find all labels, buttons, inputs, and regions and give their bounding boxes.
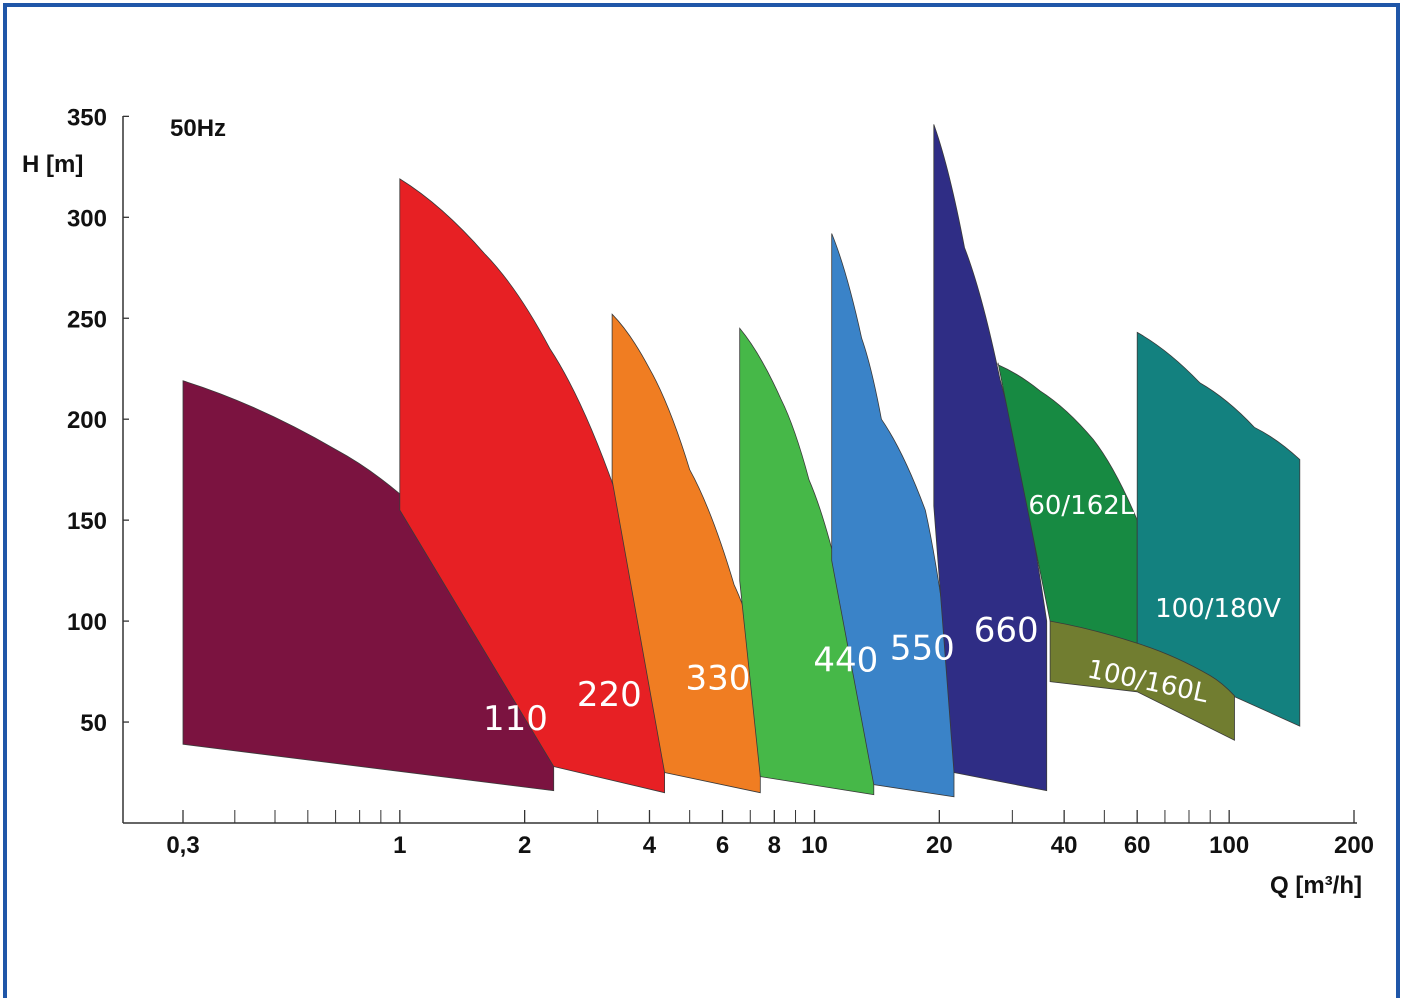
region-label-220: 220 xyxy=(577,675,642,715)
region-label-330: 330 xyxy=(685,659,750,699)
x-tick-label: 8 xyxy=(768,832,781,859)
frequency-note: 50Hz xyxy=(170,115,226,142)
y-tick-label: 50 xyxy=(80,710,107,737)
region-label-440: 440 xyxy=(813,641,878,681)
x-tick-label: 2 xyxy=(518,832,531,859)
region-label-60-162l: 60/162L xyxy=(1028,491,1134,521)
axis-ticks: 0,3 1 2 4 6 8 10 20 40 60 100 200 50 100 150 200 250 300 3… xyxy=(67,104,1374,859)
x-tick-label: 20 xyxy=(926,832,953,859)
region-label-100-180v: 100/180V xyxy=(1155,594,1281,624)
x-tick-label: 1 xyxy=(393,832,406,859)
x-axis-title: Q [m³/h] xyxy=(1270,872,1362,899)
y-tick-label: 300 xyxy=(67,205,107,232)
axes xyxy=(122,116,1357,824)
x-tick-label: 60 xyxy=(1124,832,1151,859)
y-tick-label: 250 xyxy=(67,306,107,333)
x-tick-label: 0,3 xyxy=(166,832,199,859)
figure-frame xyxy=(3,3,1400,998)
y-tick-label: 150 xyxy=(67,508,107,535)
x-tick-label: 6 xyxy=(716,832,729,859)
y-tick-label: 200 xyxy=(67,407,107,434)
region-label-110: 110 xyxy=(483,699,548,739)
x-tick-label: 100 xyxy=(1209,832,1249,859)
region-100-160l xyxy=(1049,620,1235,741)
region-100-180v xyxy=(1136,331,1301,727)
x-tick-label: 4 xyxy=(643,832,657,859)
region-label-660: 660 xyxy=(974,610,1039,650)
x-tick-label: 200 xyxy=(1334,832,1374,859)
y-tick-label: 350 xyxy=(67,104,107,131)
region-60-162l xyxy=(997,362,1138,646)
region-label-550: 550 xyxy=(890,629,955,669)
y-tick-label: 100 xyxy=(67,609,107,636)
x-tick-label: 10 xyxy=(801,832,828,859)
y-axis-title: H [m] xyxy=(22,151,83,178)
region-660 xyxy=(933,124,1048,792)
x-tick-label: 40 xyxy=(1051,832,1078,859)
